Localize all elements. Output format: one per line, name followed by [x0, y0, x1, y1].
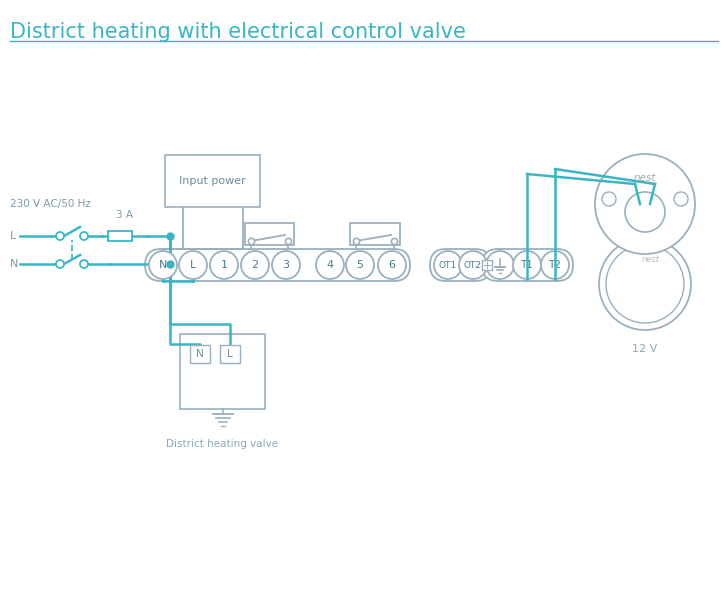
Text: OT2: OT2	[464, 261, 482, 270]
FancyBboxPatch shape	[350, 223, 400, 245]
Circle shape	[434, 251, 462, 279]
Circle shape	[595, 154, 695, 254]
Text: T1: T1	[521, 260, 534, 270]
Circle shape	[606, 245, 684, 323]
Text: L: L	[227, 349, 233, 359]
Circle shape	[80, 232, 88, 240]
Circle shape	[625, 192, 665, 232]
Text: L: L	[190, 260, 196, 270]
Circle shape	[241, 251, 269, 279]
Text: 1: 1	[221, 260, 227, 270]
Circle shape	[459, 251, 487, 279]
FancyBboxPatch shape	[245, 223, 294, 245]
FancyBboxPatch shape	[145, 249, 410, 281]
Text: District heating with electrical control valve: District heating with electrical control…	[10, 22, 466, 42]
FancyBboxPatch shape	[481, 260, 491, 270]
Circle shape	[602, 192, 616, 206]
FancyBboxPatch shape	[430, 249, 491, 281]
Circle shape	[346, 251, 374, 279]
FancyBboxPatch shape	[190, 345, 210, 363]
FancyBboxPatch shape	[629, 222, 661, 244]
Circle shape	[179, 251, 207, 279]
Circle shape	[80, 260, 88, 268]
Text: 4: 4	[326, 260, 333, 270]
Text: 230 V AC/50 Hz: 230 V AC/50 Hz	[10, 199, 91, 209]
Text: 5: 5	[357, 260, 363, 270]
Text: District heating valve: District heating valve	[167, 439, 279, 449]
Text: OT1: OT1	[439, 261, 457, 270]
Circle shape	[378, 251, 406, 279]
Text: nest: nest	[634, 173, 656, 183]
Text: N: N	[196, 349, 204, 359]
Text: N: N	[10, 259, 18, 269]
Text: N: N	[159, 260, 167, 270]
Circle shape	[486, 251, 514, 279]
FancyBboxPatch shape	[220, 345, 240, 363]
FancyBboxPatch shape	[165, 155, 260, 207]
Circle shape	[674, 192, 688, 206]
Circle shape	[56, 232, 64, 240]
Text: nest: nest	[642, 255, 660, 264]
Text: L: L	[10, 231, 16, 241]
Circle shape	[316, 251, 344, 279]
Text: T2: T2	[549, 260, 561, 270]
Circle shape	[541, 251, 569, 279]
Circle shape	[210, 251, 238, 279]
FancyBboxPatch shape	[180, 334, 265, 409]
FancyBboxPatch shape	[482, 249, 573, 281]
Text: 12 V: 12 V	[633, 344, 657, 354]
Circle shape	[56, 260, 64, 268]
Text: 6: 6	[389, 260, 395, 270]
Circle shape	[149, 251, 177, 279]
Circle shape	[599, 238, 691, 330]
Text: 3 A: 3 A	[116, 210, 133, 220]
Text: 2: 2	[251, 260, 258, 270]
Circle shape	[272, 251, 300, 279]
FancyBboxPatch shape	[108, 231, 132, 241]
Text: Input power: Input power	[179, 176, 246, 186]
Circle shape	[513, 251, 541, 279]
Text: 3: 3	[282, 260, 290, 270]
